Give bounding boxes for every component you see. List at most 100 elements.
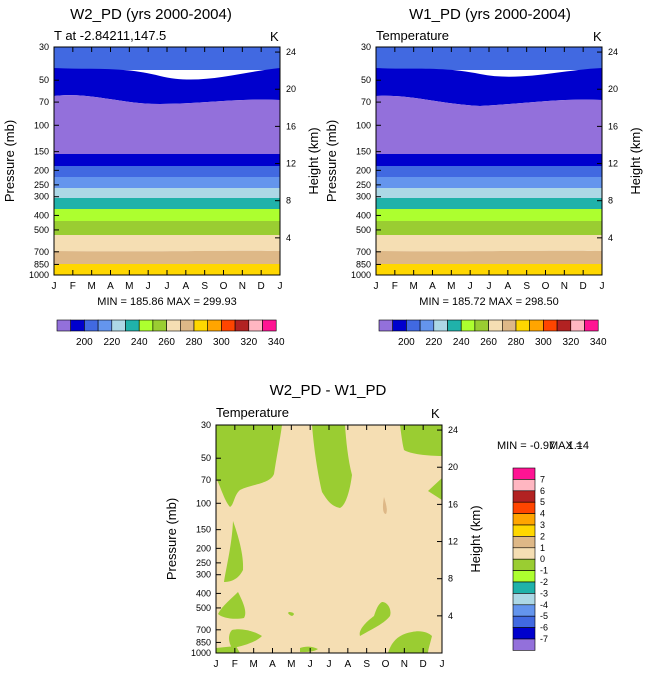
left-label: T at -2.84211,147.5 xyxy=(54,28,166,43)
month-label: J xyxy=(374,281,379,292)
colorbar-swatch xyxy=(262,319,277,332)
colorbar-swatch xyxy=(556,319,572,332)
month-label: J xyxy=(487,281,492,292)
colorbar-label: 260 xyxy=(480,337,497,348)
height-label: 16 xyxy=(608,121,618,131)
month-label: J xyxy=(146,281,151,292)
band-210b xyxy=(376,154,602,166)
month-label: O xyxy=(220,281,228,292)
colorbar-swatch xyxy=(512,593,536,606)
height-label: 4 xyxy=(448,611,453,621)
colorbar-label: -7 xyxy=(540,634,548,644)
colorbar-swatch xyxy=(234,319,250,332)
pressure-label: 100 xyxy=(196,498,211,508)
y-axis-label: Pressure (mb) xyxy=(164,498,179,580)
colorbar-label: -4 xyxy=(540,600,548,610)
pressure-label: 50 xyxy=(39,75,49,85)
height-label: 16 xyxy=(448,499,458,509)
colorbar-label: -3 xyxy=(540,588,548,598)
colorbar-label: 240 xyxy=(131,337,148,348)
month-label: D xyxy=(258,281,265,292)
pressure-label: 300 xyxy=(34,192,49,202)
band-260 xyxy=(54,209,280,221)
pressure-label: 70 xyxy=(39,97,49,107)
height-label: 4 xyxy=(286,233,291,243)
y-axis-label-right: Height (km) xyxy=(306,127,321,194)
left-label: Temperature xyxy=(376,28,449,43)
band-240 xyxy=(54,188,280,198)
band-270 xyxy=(54,221,280,235)
units-label: K xyxy=(270,29,279,44)
band-210 xyxy=(376,68,602,106)
colorbar-swatch xyxy=(488,319,503,332)
left-label: Temperature xyxy=(216,405,289,420)
pressure-label: 150 xyxy=(34,147,49,157)
month-label: N xyxy=(239,281,246,292)
pressure-label: 30 xyxy=(201,420,211,430)
colorbar-swatch xyxy=(125,319,140,332)
month-label: F xyxy=(232,659,238,670)
colorbar-swatch xyxy=(406,319,421,332)
pressure-label: 100 xyxy=(34,120,49,130)
band-neg1-e xyxy=(224,521,244,582)
colorbar-label: 0 xyxy=(540,554,545,564)
pressure-label: 1000 xyxy=(191,648,211,658)
pressure-label: 30 xyxy=(361,42,371,52)
colorbar-label: 300 xyxy=(213,337,230,348)
band-210 xyxy=(54,68,280,104)
month-label: A xyxy=(344,659,351,670)
colorbar-swatch xyxy=(584,319,599,332)
colorbar-swatch xyxy=(221,319,236,332)
height-label: 8 xyxy=(608,196,613,206)
pressure-label: 30 xyxy=(39,42,49,52)
height-label: 20 xyxy=(286,84,296,94)
colorbar-swatch xyxy=(512,490,536,503)
band-250 xyxy=(54,198,280,209)
band-270 xyxy=(376,221,602,235)
height-label: 8 xyxy=(286,196,291,206)
month-label: J xyxy=(165,281,170,292)
pressure-label: 500 xyxy=(196,603,211,613)
month-label: J xyxy=(214,659,219,670)
units-label: K xyxy=(593,29,602,44)
band-220b xyxy=(376,166,602,177)
colorbar-swatch xyxy=(512,558,536,571)
height-label: 12 xyxy=(608,159,618,169)
contour-bands xyxy=(376,47,602,275)
colorbar-swatch xyxy=(512,479,536,492)
colorbar-label: 240 xyxy=(453,337,470,348)
colorbar-swatch xyxy=(56,319,71,332)
pressure-label: 700 xyxy=(356,247,371,257)
colorbar-swatch xyxy=(515,319,530,332)
colorbar-swatch xyxy=(248,319,263,332)
colorbar-swatch xyxy=(447,319,462,332)
axis-ticks xyxy=(375,46,603,276)
band-230 xyxy=(54,177,280,188)
band-neg1-f xyxy=(218,592,246,619)
pressure-label: 200 xyxy=(34,165,49,175)
colorbar-label: -2 xyxy=(540,577,548,587)
colorbar-label: 260 xyxy=(158,337,175,348)
pressure-label: 500 xyxy=(356,225,371,235)
band-220b xyxy=(54,166,280,177)
height-label: 4 xyxy=(608,233,613,243)
height-label: 24 xyxy=(286,47,296,57)
colorbar-swatch xyxy=(529,319,544,332)
month-label: F xyxy=(392,281,398,292)
band-220 xyxy=(54,47,280,70)
month-label: J xyxy=(468,281,473,292)
colorbar-swatch xyxy=(152,319,167,332)
colorbar-swatch xyxy=(512,547,536,560)
pressure-label: 400 xyxy=(356,210,371,220)
colorbar-swatch xyxy=(180,319,195,332)
pressure-label: 200 xyxy=(196,543,211,553)
month-label: J xyxy=(278,281,283,292)
month-label: S xyxy=(201,281,208,292)
contour-bands xyxy=(54,47,280,275)
colorbar-label: 320 xyxy=(240,337,257,348)
month-label: S xyxy=(523,281,530,292)
y-axis-label: Pressure (mb) xyxy=(324,120,339,202)
